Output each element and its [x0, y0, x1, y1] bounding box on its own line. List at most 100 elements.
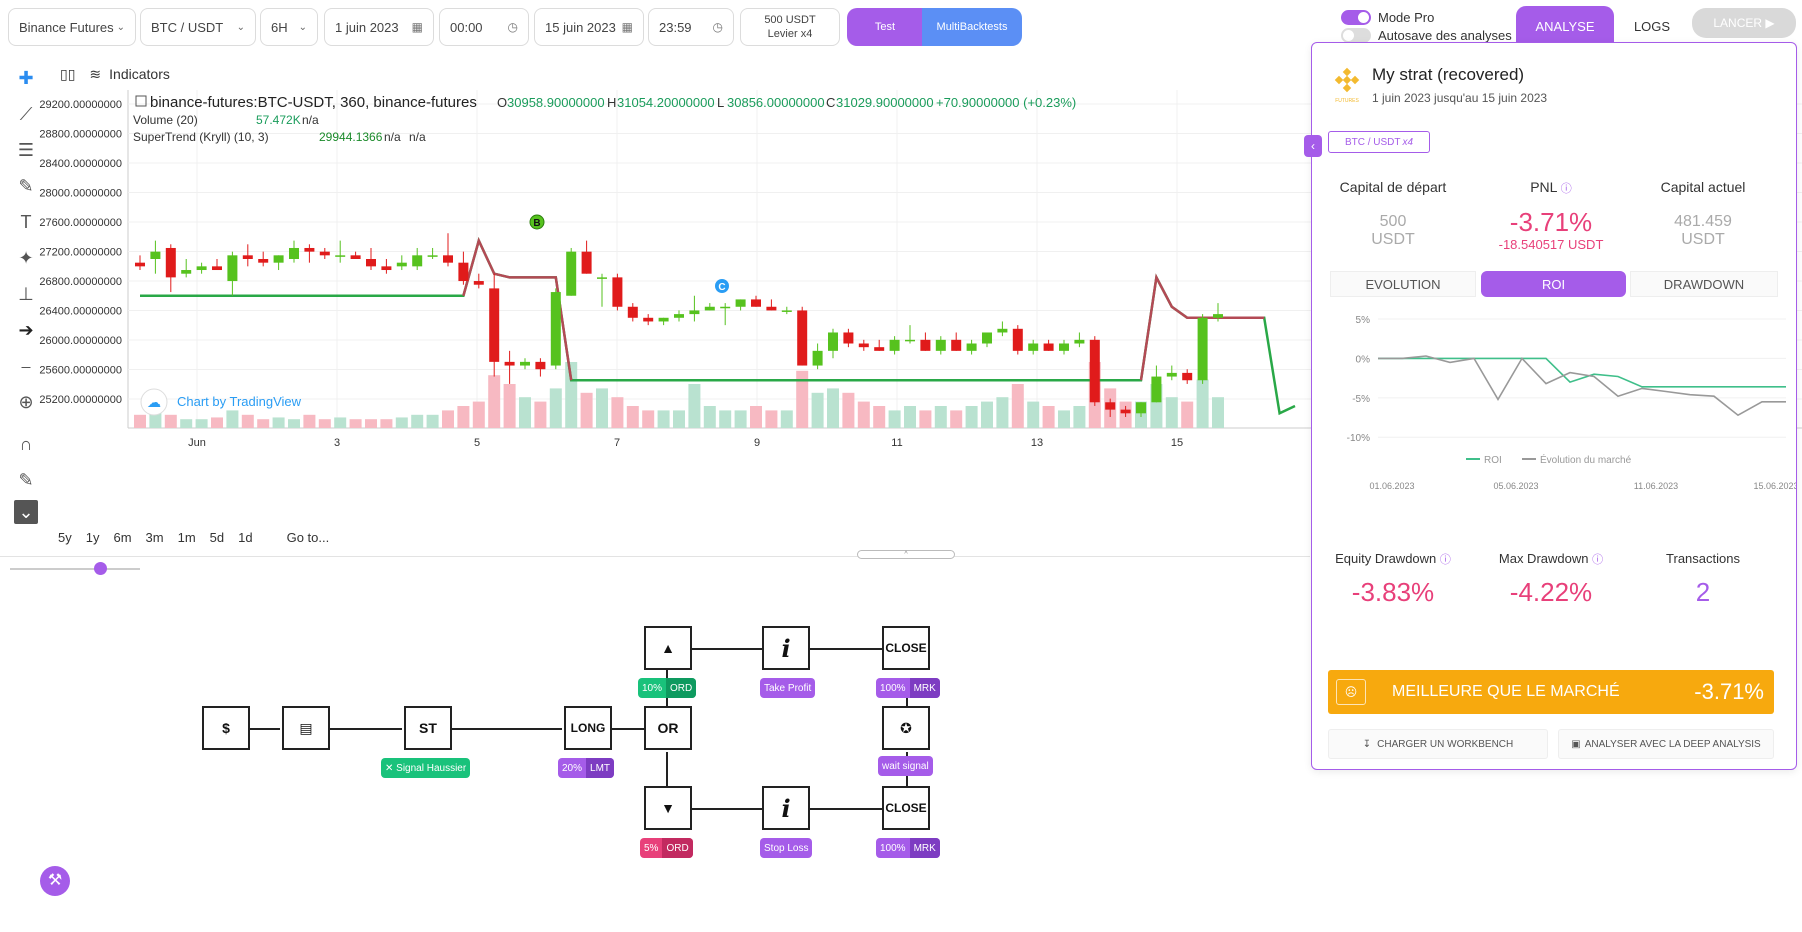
start-date-field[interactable]: 1 juin 2023 ▦ — [324, 8, 434, 46]
volume-bar — [1073, 406, 1086, 428]
capital-now-unit: USDT — [1681, 231, 1725, 248]
range-5y[interactable]: 5y — [58, 529, 72, 545]
start-node[interactable]: $ — [202, 706, 250, 750]
take-profit-info-node[interactable]: i — [762, 626, 810, 670]
sad-face-icon: ☹ — [1336, 679, 1366, 705]
volume-bar — [780, 410, 793, 428]
range-1d[interactable]: 1d — [238, 529, 253, 545]
supertrend-na: n/a — [409, 130, 426, 144]
volume-bar — [734, 410, 747, 428]
time-tick-label: 15 — [1171, 437, 1183, 449]
magnet-icon[interactable]: ∩ — [19, 434, 33, 454]
text-icon[interactable]: T — [20, 212, 32, 232]
range-6m[interactable]: 6m — [113, 529, 132, 545]
wait-signal-badge: wait signal — [878, 756, 933, 776]
collapse-panel-button[interactable]: ‹ — [1304, 135, 1322, 157]
range-5d[interactable]: 5d — [209, 529, 225, 545]
take-profit-order-node[interactable]: ▲ — [644, 626, 692, 670]
tab-logs[interactable]: LOGS — [1633, 18, 1671, 34]
end-date-field[interactable]: 15 juin 2023 ▦ — [534, 8, 644, 46]
close-node-1[interactable]: CLOSE — [882, 626, 930, 670]
deep-analysis-button[interactable]: ▣ ANALYSER AVEC LA DEEP ANALYSIS — [1558, 729, 1774, 759]
range-1m[interactable]: 1m — [177, 529, 196, 545]
candle-type-icon[interactable]: ▯▯ — [60, 65, 76, 82]
pattern-icon[interactable]: ✦ — [18, 248, 34, 268]
help-icon[interactable]: ⓘ — [1560, 183, 1572, 195]
candle-body — [1043, 343, 1054, 351]
capital-leverage-field[interactable]: 500 USDT Levier x4 — [740, 8, 840, 46]
end-date-value: 15 juin 2023 — [545, 19, 616, 35]
wait-signal-node[interactable]: ✪ — [882, 706, 930, 750]
end-time-field[interactable]: 23:59 ◷ — [648, 8, 734, 46]
crosshair-icon[interactable]: ✚ — [18, 68, 34, 88]
roi-xtick: 15.06.2023 — [1753, 481, 1796, 491]
price-chart[interactable]: 29200.00000000 28800.00000000 28400.000000… — [0, 90, 1802, 560]
wallet-node[interactable]: ▤ — [282, 706, 330, 750]
resize-handle[interactable]: ^ — [857, 550, 955, 559]
pair-tag-lev: x4 — [1402, 136, 1414, 148]
volume-bar — [919, 410, 932, 428]
candle-body — [689, 310, 700, 315]
indicators-button[interactable]: Indicators — [109, 66, 170, 82]
market-comparison-banner: ☹ MEILLEURE QUE LE MARCHÉ -3.71% — [1328, 670, 1774, 714]
supertrend-legend: SuperTrend (Kryll) (10, 3) — [133, 130, 269, 144]
toggle-knob — [1343, 30, 1354, 41]
measure-icon[interactable]: ⊥ — [18, 284, 34, 304]
tab-evolution[interactable]: EVOLUTION — [1330, 271, 1476, 297]
help-icon[interactable]: ⓘ — [1439, 554, 1451, 566]
ohlc-label: L — [717, 95, 724, 110]
time-tick-label: 7 — [614, 437, 620, 449]
roi-ytick: -5% — [1352, 394, 1370, 405]
timeframe-select[interactable]: 6H ⌄ — [260, 8, 318, 46]
volume-bar — [611, 397, 624, 428]
lancer-button[interactable]: LANCER ▶ — [1692, 8, 1796, 38]
range-3m[interactable]: 3m — [145, 529, 164, 545]
multibacktests-button[interactable]: MultiBacktests — [922, 8, 1022, 46]
binance-logo: FUTURES — [1334, 67, 1359, 104]
long-node[interactable]: LONG — [564, 706, 612, 750]
autosave-toggle[interactable] — [1341, 28, 1371, 43]
goto-button[interactable]: Go to... — [286, 529, 330, 545]
supertrend-node[interactable]: ST — [404, 706, 452, 750]
roi-chart[interactable]: 5% 0% -5% -10% ROI Évolution du marché 01.06.2… — [1312, 305, 1796, 505]
zoom-slider[interactable] — [10, 562, 140, 575]
exchange-select[interactable]: Binance Futures ⌄ — [8, 8, 136, 46]
expand-icon[interactable]: ⌄ — [14, 500, 38, 524]
or-node[interactable]: OR — [644, 706, 692, 750]
indicators-icon[interactable]: ≋ — [89, 65, 102, 82]
candle-body — [889, 339, 900, 351]
tab-roi[interactable]: ROI — [1481, 271, 1626, 297]
ruler-icon[interactable]: ⎯ — [21, 356, 31, 376]
range-1y[interactable]: 1y — [85, 529, 100, 545]
arrow-left-icon[interactable]: ➔ — [18, 320, 34, 340]
start-time-field[interactable]: 00:00 ◷ — [439, 8, 529, 46]
buy-marker — [529, 214, 545, 230]
slider-thumb[interactable] — [94, 562, 107, 575]
volume-bar — [257, 419, 270, 428]
fib-icon[interactable]: ☰ — [17, 140, 35, 160]
ohlc-label: H — [607, 95, 616, 110]
ohlc-value: 31054.20000000 — [617, 95, 715, 110]
tab-drawdown[interactable]: DRAWDOWN — [1630, 271, 1778, 297]
mode-pro-toggle[interactable] — [1341, 10, 1371, 25]
tab-analyse[interactable]: ANALYSE — [1516, 6, 1614, 46]
zoom-icon[interactable]: ⊕ — [18, 392, 34, 412]
trend-line-icon[interactable]: ⟋ — [19, 104, 33, 124]
pnl-absolute: -18.540517 USDT — [1498, 237, 1604, 252]
brush-icon[interactable]: ✎ — [18, 176, 34, 196]
test-button[interactable]: Test — [847, 8, 923, 46]
candle-body — [273, 255, 284, 263]
wrench-icon[interactable]: ⚒ — [40, 866, 70, 896]
help-icon[interactable]: ⓘ — [1592, 554, 1604, 566]
load-workbench-button[interactable]: ↧ CHARGER UN WORKBENCH — [1328, 729, 1548, 759]
roi-xtick: 05.06.2023 — [1493, 481, 1538, 491]
stop-loss-order-node[interactable]: ▼ — [644, 786, 692, 830]
volume-bar — [688, 384, 701, 428]
pair-select[interactable]: BTC / USDT ⌄ — [140, 8, 256, 46]
close-node-2[interactable]: CLOSE — [882, 786, 930, 830]
stop-loss-info-node[interactable]: i — [762, 786, 810, 830]
price-chart-svg[interactable]: 29200.00000000 28800.00000000 28400.000000… — [0, 90, 1802, 530]
lock-icon[interactable]: ✎ — [18, 470, 34, 490]
volume-bar — [1165, 397, 1178, 428]
volume-bar — [950, 410, 963, 428]
